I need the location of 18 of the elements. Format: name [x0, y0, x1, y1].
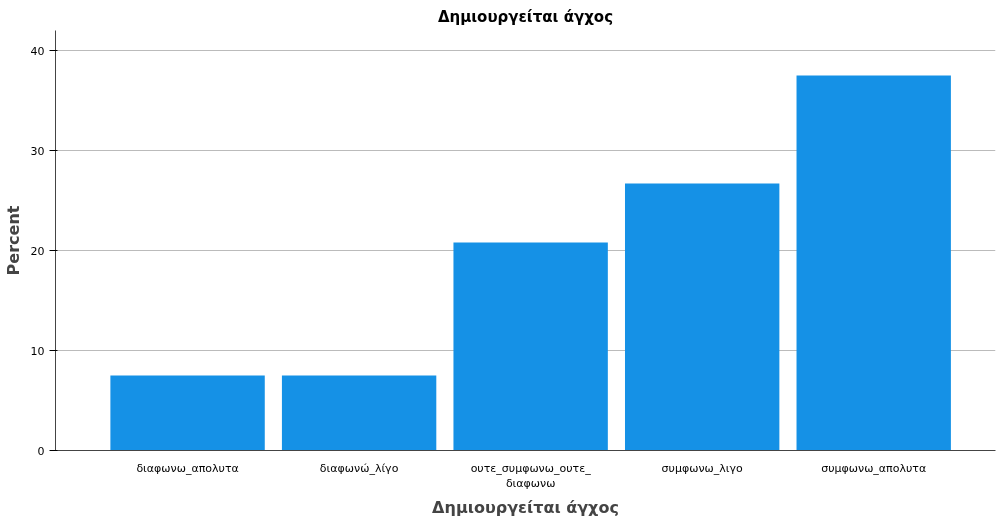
x-tick-label: διαφωνω_απολυτα [136, 461, 239, 475]
x-tick-label: συμφωνω_απολυτα [821, 461, 927, 475]
bar [110, 375, 265, 451]
bar [624, 183, 780, 451]
x-tick-label: ουτε_συμφωνω_ουτε_διαφωνω [470, 461, 592, 491]
bar [281, 375, 437, 451]
x-tick-label: συμφωνω_λιγο [661, 461, 744, 475]
y-tick-label: 0 [37, 444, 45, 458]
x-axis-title: Δημιουργείται άγχος [432, 498, 619, 518]
y-axis-title: Percent [3, 205, 23, 276]
bar [796, 75, 951, 451]
y-tick-label: 10 [30, 344, 45, 358]
y-tick-label: 20 [30, 244, 45, 258]
y-tick-label: 40 [30, 44, 45, 58]
x-tick-label: διαφωνώ_λίγο [319, 461, 399, 475]
bar [453, 242, 608, 451]
chart-title: Δημιουργείται άγχος [437, 7, 614, 26]
y-tick-label: 30 [30, 144, 45, 158]
